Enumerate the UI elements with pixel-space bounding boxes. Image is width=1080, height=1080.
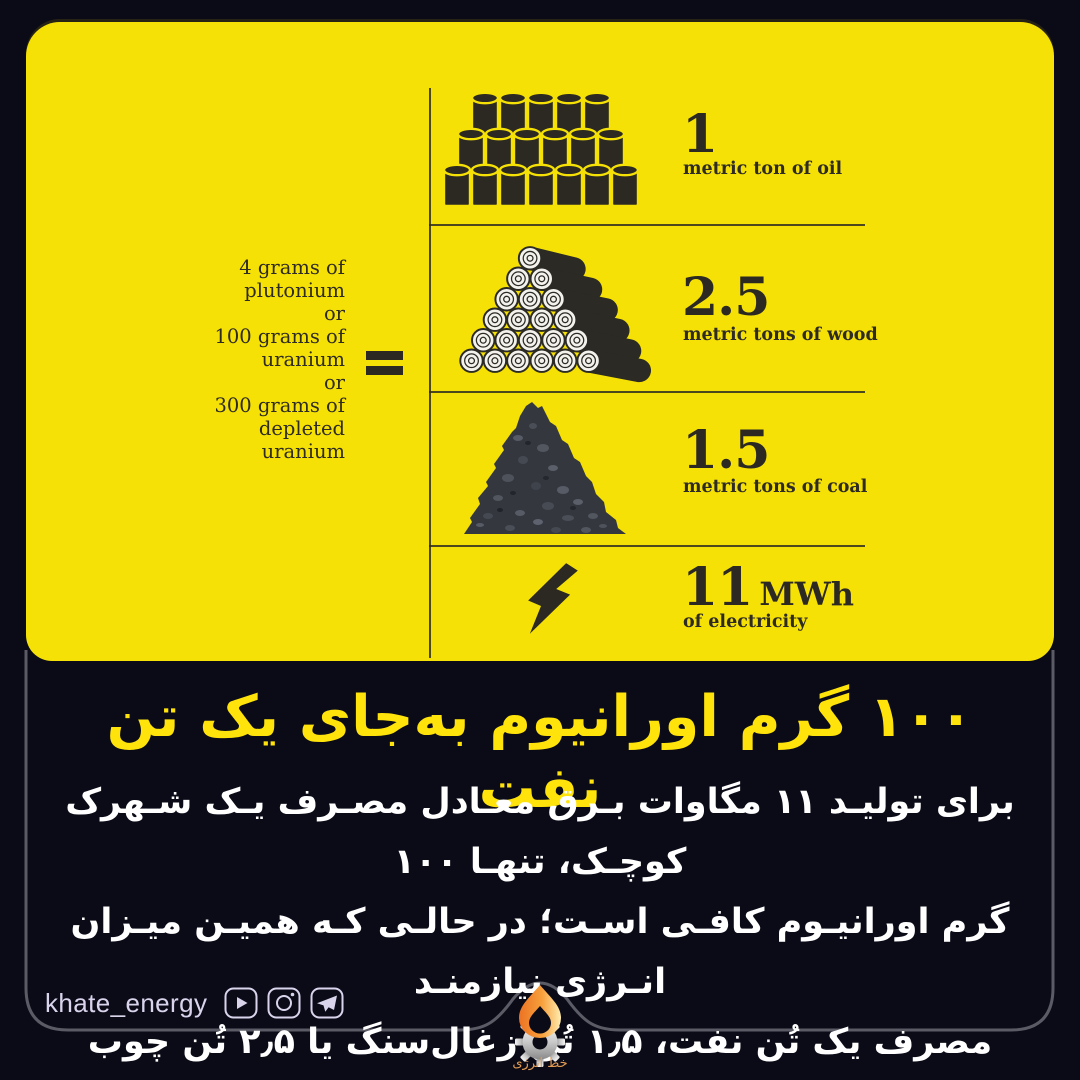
oil-barrels-icon: [442, 91, 640, 208]
youtube-icon[interactable]: [224, 987, 258, 1019]
equals-bar-bottom: [366, 366, 403, 375]
electricity-value-row: 11 MWh: [682, 562, 854, 614]
flame-icon: [519, 985, 561, 1038]
oil-label: metric ton of oil: [683, 159, 843, 179]
wood-value: 2.5: [682, 267, 770, 328]
row-divider-3: [429, 545, 865, 547]
instagram-icon[interactable]: [267, 987, 301, 1019]
yellow-panel: 4 grams of plutonium or 100 grams of ura…: [26, 22, 1054, 661]
equals-bar-top: [366, 351, 403, 360]
caption-title: ۱۰۰ گرم اورانیوم به‌جای یک تن نفت: [106, 684, 974, 822]
logo-text: خط انرژی: [512, 1056, 568, 1071]
column-divider: [429, 88, 431, 658]
coal-value: 1.5: [682, 420, 770, 481]
wood-logs-icon: [459, 246, 652, 383]
coal-pile-icon: [464, 402, 626, 534]
coal-label: metric tons of coal: [683, 477, 868, 497]
telegram-icon[interactable]: [310, 987, 344, 1019]
social-row: khate_energy: [45, 986, 344, 1020]
electricity-unit: MWh: [759, 575, 854, 613]
row-divider-2: [429, 391, 865, 393]
social-handle: khate_energy: [45, 987, 208, 1018]
caption-body: برای تولیـد ۱۱ مگاوات بـرق معـادل مصـرف …: [65, 782, 1015, 1062]
electricity-label: of electricity: [683, 612, 808, 632]
khate-energy-logo: [515, 985, 565, 1067]
equals-icon: [366, 351, 403, 375]
lightning-bolt-icon: [528, 563, 578, 634]
wood-label: metric tons of wood: [683, 325, 878, 345]
electricity-value: 11: [682, 557, 753, 618]
oil-value: 1: [682, 104, 718, 165]
row-divider-1: [429, 224, 865, 226]
equivalence-source-text: 4 grams of plutonium or 100 grams of ura…: [214, 256, 345, 463]
